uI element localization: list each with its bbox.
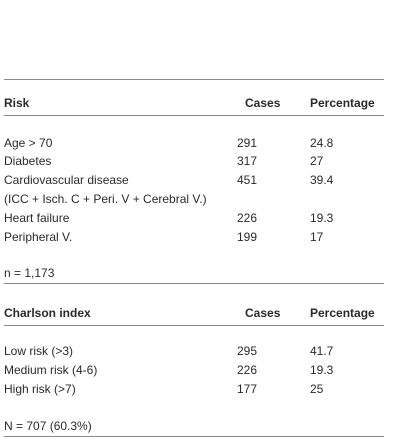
table1-row-percentage: 24.8: [310, 136, 334, 150]
table2-row-cases: 226: [237, 363, 258, 377]
table2-row-percentage: 19.3: [310, 363, 334, 377]
table2-row-label: Medium risk (4-6): [4, 363, 98, 377]
table1-row-percentage: 39.4: [310, 173, 334, 187]
table1-row-percentage: 19.3: [310, 211, 334, 225]
table2-row-label: Low risk (>3): [4, 344, 74, 358]
table2-header-cases: Cases: [245, 306, 281, 320]
table1-row-cases: 317: [237, 154, 258, 168]
table1-row-label: Peripheral V.: [4, 230, 73, 244]
table1-row-cases: 451: [237, 173, 258, 187]
table2-footnote: N = 707 (60.3%): [4, 419, 92, 433]
table1-row-label: Diabetes: [4, 154, 52, 168]
table1-row-cases: 199: [237, 230, 258, 244]
table2-row-cases: 295: [237, 344, 258, 358]
table1-header-percentage: Percentage: [310, 96, 375, 110]
table2-header-percentage: Percentage: [310, 306, 375, 320]
table1-row-label: Age > 70: [4, 136, 53, 150]
table2-row-cases: 177: [237, 382, 258, 396]
table1-top-rule: [4, 79, 384, 80]
table1-header-rule: [4, 115, 384, 116]
table1-row-cases: 226: [237, 211, 258, 225]
table1-footnote: n = 1,173: [4, 266, 55, 280]
table1-header-cases: Cases: [245, 96, 281, 110]
table1-row-label: Cardiovascular disease: [4, 173, 129, 187]
table2-header-charlson: Charlson index: [4, 306, 91, 320]
table2-header-rule: [4, 325, 384, 326]
table1-row-note: (ICC + Isch. C + Peri. V + Cerebral V.): [4, 192, 207, 206]
table2-row-percentage: 25: [310, 382, 324, 396]
table1-row-percentage: 17: [310, 230, 324, 244]
table2-row-percentage: 41.7: [310, 344, 334, 358]
table2-row-label: High risk (>7): [4, 382, 76, 396]
table1-row-label: Heart failure: [4, 211, 70, 225]
table2-bottom-rule: [4, 436, 384, 437]
table1-bottom-rule: [4, 283, 384, 284]
table1-row-percentage: 27: [310, 154, 324, 168]
table1-row-cases: 291: [237, 136, 258, 150]
table1-header-risk: Risk: [4, 96, 30, 110]
